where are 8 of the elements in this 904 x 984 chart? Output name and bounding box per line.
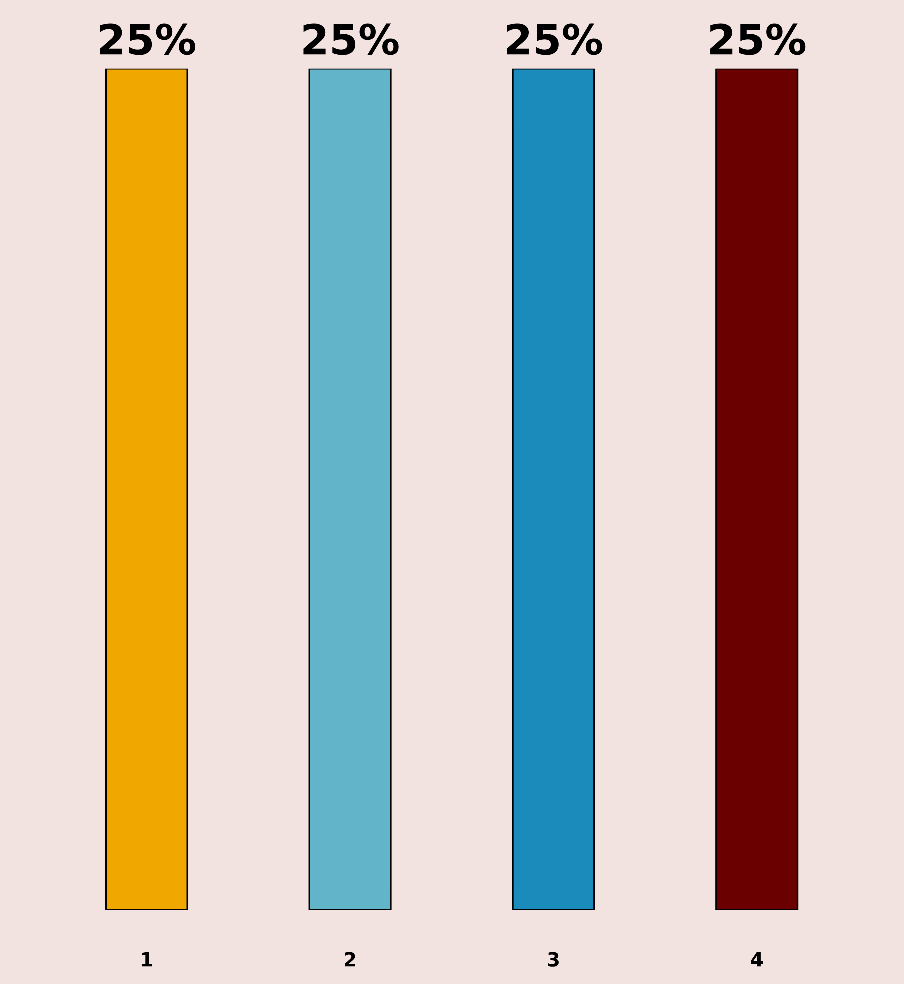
data-label: 25%: [100, 24, 196, 56]
x-tick-label: 3: [548, 952, 559, 967]
x-tick-label: 1: [142, 952, 152, 967]
x-tick-label: 2: [345, 952, 356, 967]
data-label: 25%: [710, 24, 806, 56]
data-label: 25%: [507, 24, 602, 56]
x-tick-label: 4: [751, 952, 763, 967]
data-label: 25%: [304, 24, 399, 56]
